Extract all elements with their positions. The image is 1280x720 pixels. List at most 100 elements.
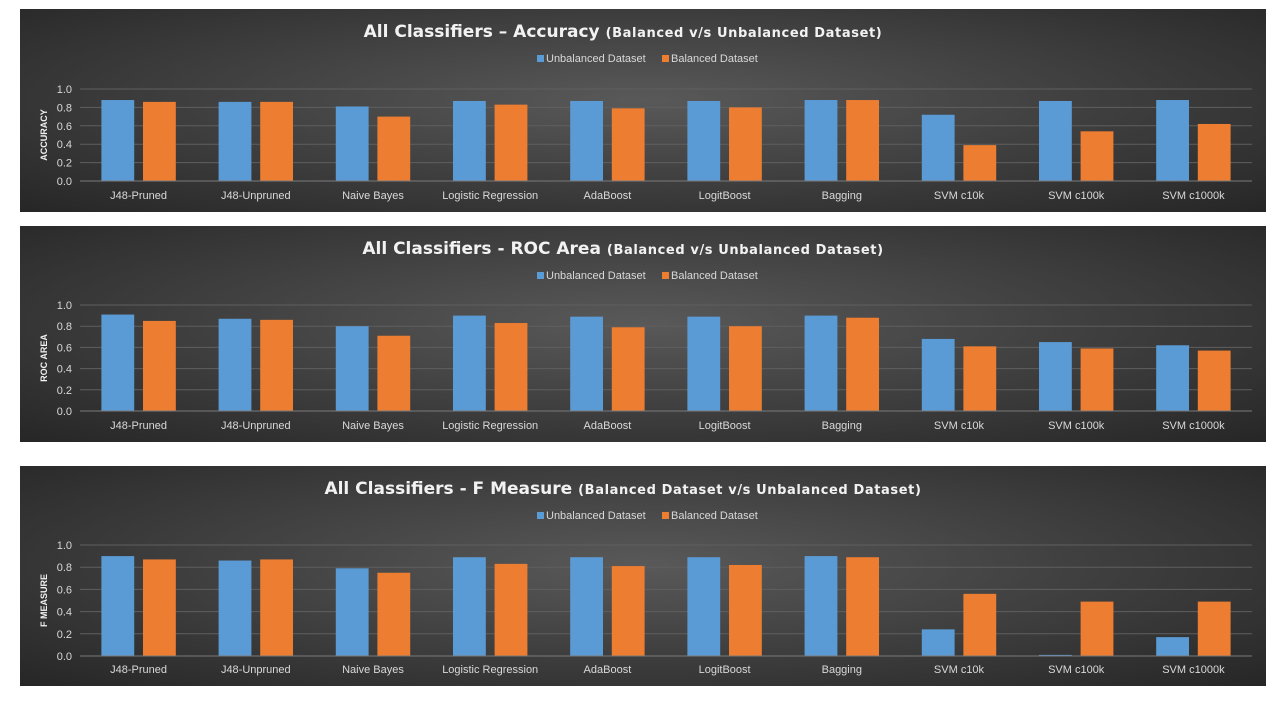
bar-unbalanced bbox=[335, 568, 369, 656]
y-tick-label: 1.0 bbox=[57, 540, 72, 552]
bar-unbalanced bbox=[452, 100, 486, 181]
chart-subtitle: (Balanced v/s Unbalanced Dataset) bbox=[606, 26, 883, 41]
y-tick-label: 0.6 bbox=[57, 342, 72, 354]
x-category-label: SVM c100k bbox=[1048, 664, 1105, 676]
legend-swatch-unbalanced bbox=[537, 55, 544, 62]
x-category-label: J48-Unpruned bbox=[221, 664, 291, 676]
legend-swatch-balanced bbox=[662, 55, 669, 62]
bar-balanced bbox=[494, 104, 528, 181]
bar-unbalanced bbox=[452, 315, 486, 411]
y-tick-label: 1.0 bbox=[57, 84, 72, 96]
x-category-label: SVM c100k bbox=[1048, 190, 1105, 202]
bar-balanced bbox=[142, 559, 176, 656]
y-tick-label: 0.4 bbox=[57, 139, 72, 151]
legend-label-balanced: Balanced Dataset bbox=[671, 510, 758, 522]
bar-unbalanced bbox=[804, 100, 838, 181]
bar-unbalanced bbox=[101, 100, 135, 181]
x-category-label: AdaBoost bbox=[584, 190, 632, 202]
bar-unbalanced bbox=[101, 556, 135, 656]
x-category-label: J48-Unpruned bbox=[221, 190, 291, 202]
x-category-label: SVM c1000k bbox=[1162, 664, 1225, 676]
x-category-label: Naive Bayes bbox=[342, 664, 404, 676]
chart-title-main: All Classifiers – Accuracy bbox=[364, 22, 600, 42]
f-measure-chart-panel: All Classifiers - F Measure (Balanced Dat… bbox=[20, 466, 1266, 686]
x-category-label: Bagging bbox=[822, 190, 862, 202]
bar-balanced bbox=[963, 346, 997, 411]
bar-balanced bbox=[377, 116, 411, 181]
x-category-label: Bagging bbox=[822, 420, 862, 432]
y-axis-label: ROC AREA bbox=[39, 334, 49, 382]
bar-unbalanced bbox=[101, 314, 135, 411]
y-tick-label: 0.2 bbox=[57, 385, 72, 397]
bar-unbalanced bbox=[1156, 637, 1190, 656]
bar-unbalanced bbox=[921, 338, 955, 411]
bar-unbalanced bbox=[1156, 100, 1190, 181]
y-tick-label: 0.6 bbox=[57, 584, 72, 596]
bar-balanced bbox=[142, 101, 176, 181]
y-axis-label: ACCURACY bbox=[39, 109, 49, 161]
chart-svg: All Classifiers – Accuracy (Balanced v/s … bbox=[39, 22, 1252, 202]
bar-balanced bbox=[377, 335, 411, 411]
y-axis-label: F MEASURE bbox=[39, 574, 49, 627]
x-category-label: SVM c10k bbox=[934, 664, 985, 676]
legend-swatch-balanced bbox=[662, 512, 669, 519]
legend-label-unbalanced: Unbalanced Dataset bbox=[546, 270, 646, 282]
y-tick-label: 0.0 bbox=[57, 406, 72, 418]
bar-balanced bbox=[728, 564, 762, 656]
chart-title-main: All Classifiers - F Measure bbox=[324, 479, 572, 499]
bar-unbalanced bbox=[804, 556, 838, 656]
x-category-label: J48-Pruned bbox=[110, 664, 167, 676]
chart-title: All Classifiers - F Measure (Balanced Dat… bbox=[324, 479, 921, 499]
x-category-label: SVM c10k bbox=[934, 420, 985, 432]
y-tick-label: 0.0 bbox=[57, 176, 72, 188]
chart-subtitle: (Balanced v/s Unbalanced Dataset) bbox=[607, 243, 884, 258]
bar-balanced bbox=[142, 320, 176, 411]
bar-unbalanced bbox=[570, 316, 604, 411]
x-category-label: J48-Pruned bbox=[110, 420, 167, 432]
x-category-label: AdaBoost bbox=[584, 420, 632, 432]
x-category-label: Naive Bayes bbox=[342, 190, 404, 202]
chart-title-main: All Classifiers - ROC Area bbox=[362, 239, 601, 259]
legend-label-balanced: Balanced Dataset bbox=[671, 53, 758, 65]
accuracy-chart-panel: All Classifiers – Accuracy (Balanced v/s … bbox=[20, 9, 1266, 212]
y-tick-label: 0.0 bbox=[57, 651, 72, 663]
roc-area-chart-panel: All Classifiers - ROC Area (Balanced v/s … bbox=[20, 226, 1266, 442]
legend-swatch-balanced bbox=[662, 272, 669, 279]
legend-label-unbalanced: Unbalanced Dataset bbox=[546, 510, 646, 522]
y-tick-label: 0.8 bbox=[57, 102, 72, 114]
bar-balanced bbox=[260, 101, 294, 181]
legend-label-unbalanced: Unbalanced Dataset bbox=[546, 53, 646, 65]
bar-unbalanced bbox=[218, 560, 252, 656]
x-category-label: LogitBoost bbox=[699, 664, 751, 676]
chart-subtitle: (Balanced Dataset v/s Unbalanced Dataset… bbox=[578, 483, 921, 498]
bar-balanced bbox=[1197, 350, 1231, 411]
bar-unbalanced bbox=[687, 557, 721, 656]
bar-balanced bbox=[1197, 601, 1231, 656]
bar-balanced bbox=[494, 563, 528, 656]
bar-balanced bbox=[846, 317, 880, 411]
x-category-label: Bagging bbox=[822, 664, 862, 676]
y-tick-label: 1.0 bbox=[57, 300, 72, 312]
bar-balanced bbox=[611, 108, 645, 181]
bar-unbalanced bbox=[1156, 345, 1190, 411]
x-category-label: SVM c100k bbox=[1048, 420, 1105, 432]
bar-unbalanced bbox=[452, 557, 486, 656]
x-category-label: LogitBoost bbox=[699, 420, 751, 432]
x-category-label: LogitBoost bbox=[699, 190, 751, 202]
bar-balanced bbox=[611, 327, 645, 411]
x-category-label: J48-Unpruned bbox=[221, 420, 291, 432]
chart-title: All Classifiers – Accuracy (Balanced v/s … bbox=[364, 22, 883, 42]
x-category-label: Logistic Regression bbox=[442, 190, 538, 202]
bar-balanced bbox=[963, 145, 997, 181]
x-category-label: AdaBoost bbox=[584, 664, 632, 676]
bar-balanced bbox=[1197, 123, 1231, 181]
bar-unbalanced bbox=[218, 101, 252, 181]
chart-svg: All Classifiers - F Measure (Balanced Dat… bbox=[39, 479, 1252, 676]
bar-balanced bbox=[260, 559, 294, 656]
y-tick-label: 0.4 bbox=[57, 364, 72, 376]
bar-unbalanced bbox=[335, 326, 369, 411]
bar-unbalanced bbox=[804, 315, 838, 411]
bar-balanced bbox=[846, 100, 880, 181]
bar-balanced bbox=[728, 107, 762, 181]
x-category-label: Naive Bayes bbox=[342, 420, 404, 432]
